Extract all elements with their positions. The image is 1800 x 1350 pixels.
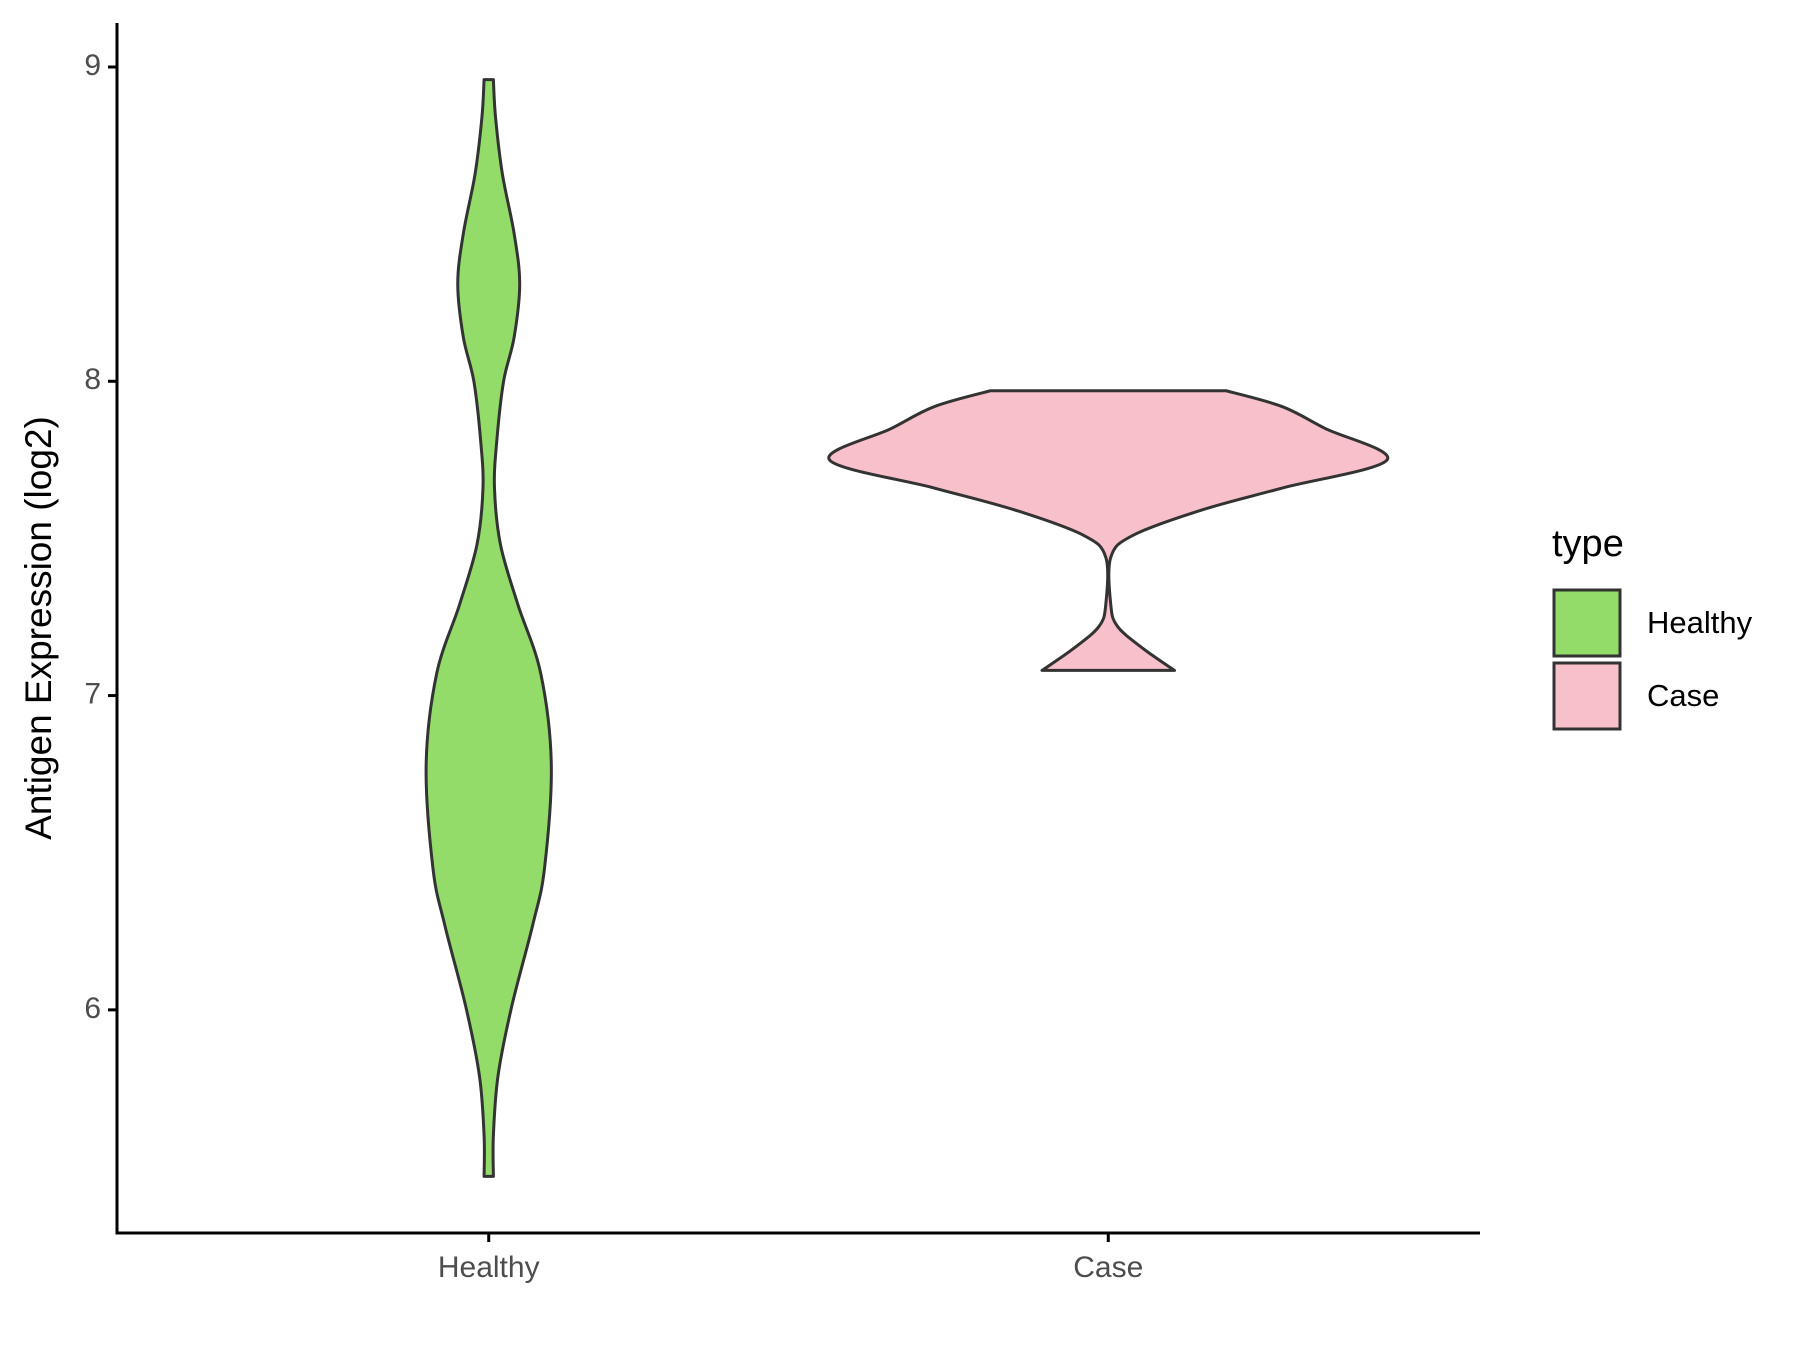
violin: [827, 389, 1390, 672]
x-tick-label: Case: [1073, 1251, 1143, 1284]
legend-label: Healthy: [1647, 605, 1753, 640]
x-tick-label: Healthy: [438, 1251, 540, 1284]
legend-title: type: [1552, 523, 1624, 565]
y-tick-label: 9: [84, 49, 101, 82]
violin: [424, 78, 553, 1178]
y-axis-title: Antigen Expression (log2): [18, 416, 59, 840]
legend-key: [1552, 661, 1622, 731]
y-tick-label: 7: [84, 677, 101, 710]
legend-label: Case: [1647, 678, 1719, 713]
legend-key: [1552, 588, 1622, 658]
y-tick-label: 8: [84, 363, 101, 396]
y-tick-label: 6: [84, 992, 101, 1025]
